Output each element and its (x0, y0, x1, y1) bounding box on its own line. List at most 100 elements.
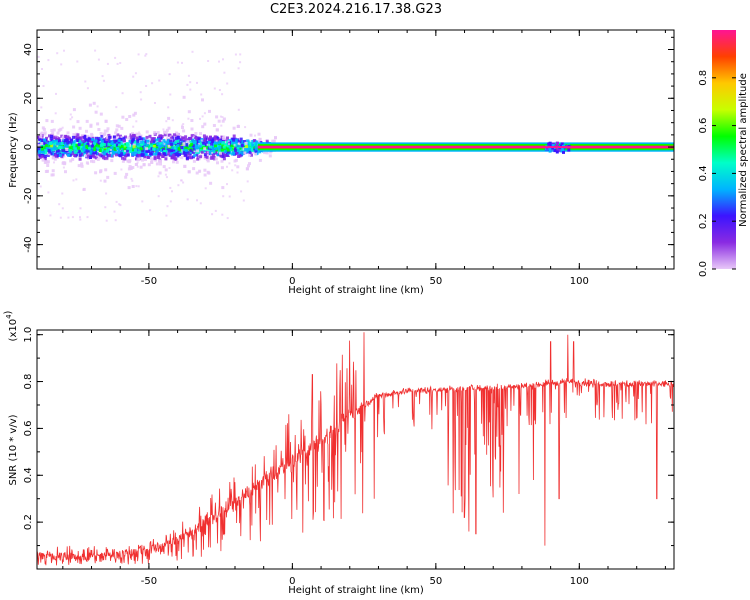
spectral-cell (154, 102, 156, 104)
spectral-cell (118, 143, 121, 147)
spectral-cell (218, 89, 221, 91)
spectral-cell (88, 147, 92, 151)
spectral-cell (182, 139, 186, 143)
spectral-cell (199, 132, 202, 136)
spectral-cell (83, 135, 87, 139)
spectral-cell (163, 150, 167, 153)
spectral-cell (152, 139, 156, 143)
spectral-cell (210, 146, 214, 150)
spectral-cell (165, 128, 169, 132)
spectral-cell (56, 52, 59, 55)
spectral-cell (153, 152, 157, 156)
spectral-cell (115, 128, 119, 132)
spectral-cell (71, 152, 75, 156)
spectral-cell (113, 140, 117, 144)
spectral-cell (114, 151, 118, 155)
spectral-cell (157, 175, 160, 178)
spectral-cell (69, 113, 72, 116)
spectral-cell (199, 142, 203, 145)
spectral-cell (220, 166, 224, 170)
spectral-cell (211, 151, 214, 154)
spectral-cell (99, 132, 103, 135)
spectral-cell (239, 61, 242, 64)
spectral-cell (56, 154, 59, 158)
spectral-cell (194, 132, 198, 135)
spectral-cell (38, 156, 42, 160)
spectral-cell (86, 143, 90, 146)
spectral-cell (216, 161, 219, 165)
spectral-cell (106, 127, 110, 131)
spectral-cell (137, 153, 141, 157)
spectral-cell (140, 140, 144, 144)
spectral-cell (94, 110, 98, 114)
spectral-cell (129, 136, 133, 140)
spectral-cell (130, 144, 134, 148)
spectral-cell (246, 143, 250, 147)
spectral-cell (74, 150, 78, 154)
spectral-cell (114, 56, 117, 59)
spectral-cell (97, 142, 101, 146)
spectral-cell (228, 148, 232, 152)
spectral-cell (182, 136, 186, 140)
spectral-cell (221, 213, 224, 216)
spectral-cell (220, 138, 224, 142)
spectral-cell (102, 79, 105, 82)
spectral-cell (96, 158, 100, 161)
spectral-cell (245, 167, 249, 171)
spectral-cell (71, 157, 75, 161)
spectral-cell (76, 139, 80, 142)
spectral-cell (101, 156, 105, 160)
spectral-cell (160, 144, 164, 148)
spectral-cell (185, 143, 189, 147)
spectral-cell (64, 170, 67, 174)
spectral-cell (102, 134, 105, 137)
colorbar-label: Normalized spectral amplitude (738, 73, 749, 227)
spectral-cell (217, 147, 221, 151)
spectral-cell (185, 150, 189, 154)
spectral-cell (64, 134, 68, 138)
spectral-cell (258, 158, 262, 162)
spectrogram-x-tick-label: -50 (141, 276, 157, 287)
spectral-cell (238, 144, 242, 148)
spectral-cell (108, 154, 111, 157)
spectral-cell (164, 157, 168, 161)
spectral-cell (126, 159, 130, 163)
spectral-cell (134, 72, 137, 75)
spectral-cell (175, 160, 179, 164)
spectral-cell (137, 138, 141, 142)
spectral-cell (96, 105, 99, 108)
spectral-cell (242, 145, 246, 149)
spectral-cell (85, 144, 89, 148)
spectral-cell (214, 142, 218, 146)
spectral-cell (220, 135, 224, 139)
spectral-cell (55, 144, 59, 148)
spectral-cell (144, 158, 147, 161)
spectral-cell (147, 149, 151, 153)
spectral-cell (162, 128, 165, 131)
spectral-cell (61, 126, 64, 129)
spectral-cell (222, 117, 226, 121)
spectral-cell (231, 169, 234, 172)
spectral-cell (79, 136, 83, 140)
spectral-cell (234, 53, 237, 56)
spectral-cell (163, 140, 167, 144)
spectrogram-x-axis-label: Height of straight line (km) (288, 285, 424, 296)
spectral-cell (226, 217, 229, 220)
spectral-cell (224, 150, 227, 154)
spectral-cell (174, 141, 177, 145)
spectral-cell (245, 149, 249, 153)
spectral-cell (188, 155, 191, 159)
spectral-cell (78, 157, 82, 161)
spectral-cell (237, 124, 240, 127)
spectral-cell (221, 186, 225, 190)
spectral-cell (59, 216, 62, 219)
spectral-cell (57, 149, 61, 153)
spectral-cell (77, 164, 81, 168)
spectral-cell (139, 165, 143, 169)
spectral-cell (165, 214, 168, 217)
spectral-cell (46, 169, 49, 173)
spectral-cell (43, 131, 47, 135)
spectral-cell (59, 146, 63, 150)
snr-y-tick-label: 0.2 (23, 514, 34, 530)
spectral-cell (560, 144, 563, 148)
